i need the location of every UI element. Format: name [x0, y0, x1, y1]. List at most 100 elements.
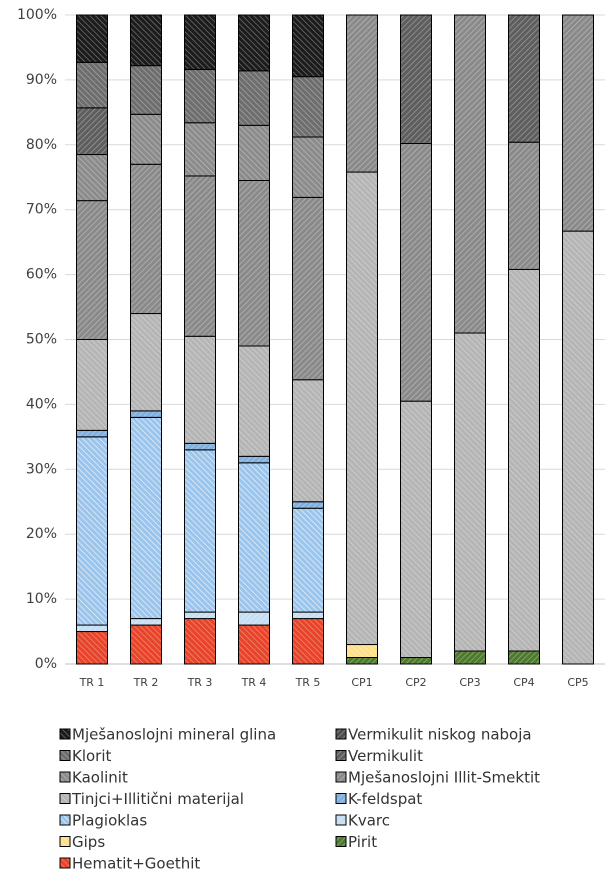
legend-swatch	[59, 814, 71, 826]
y-tick-label: 60%	[26, 267, 57, 283]
bar-segment	[508, 141, 540, 270]
legend-label: Mješanoslojni mineral glina	[72, 726, 276, 744]
y-tick-label: 70%	[26, 202, 57, 218]
legend-label: K-feldspat	[348, 790, 422, 808]
legend-swatch	[59, 836, 71, 847]
legend-swatch	[59, 728, 71, 740]
legend-swatch	[335, 728, 347, 740]
bar-segment	[292, 611, 324, 620]
y-tick-label: 40%	[26, 396, 57, 412]
bar-segment	[130, 65, 162, 115]
x-tick-label: TR 3	[187, 676, 213, 689]
legend-swatch	[335, 836, 347, 847]
bar-segment	[184, 618, 216, 665]
bar-segment	[184, 611, 216, 620]
legend-label: Vermikulit	[348, 747, 423, 765]
x-tick-label: CP5	[567, 676, 588, 689]
bar-segment	[184, 122, 216, 177]
legend-label: Kaolinit	[72, 769, 128, 787]
y-tick-label: 0%	[35, 656, 57, 672]
bar-segment	[76, 436, 108, 626]
bar-segment	[130, 14, 162, 67]
x-tick-label: CP2	[405, 676, 426, 689]
bar-segment	[292, 136, 324, 198]
bar-segment	[292, 618, 324, 665]
y-tick-label: 50%	[26, 332, 57, 348]
bar-segment	[76, 61, 108, 109]
bar-segment	[184, 69, 216, 124]
y-tick-label: 20%	[26, 526, 57, 542]
bar-segment	[400, 143, 432, 402]
bar-segment	[238, 124, 270, 181]
bar-segment	[130, 113, 162, 165]
bar-segment	[400, 657, 432, 665]
bar-segment	[76, 14, 108, 63]
x-tick-label: CP3	[459, 676, 480, 689]
bar-segment	[292, 507, 324, 613]
bar-segment	[508, 650, 540, 665]
bar-segment	[292, 501, 324, 509]
legend-label: Mješanoslojni Illit-Smektit	[348, 769, 540, 787]
bar-segment	[454, 332, 486, 652]
bar-segment	[400, 14, 432, 145]
legend-label: Tinjci+Illitični materijal	[71, 790, 244, 808]
y-tick-label: 10%	[26, 591, 57, 607]
bar-segment	[184, 449, 216, 613]
y-tick-label: 30%	[26, 461, 57, 477]
bar-segment	[454, 14, 486, 334]
bar-segment	[184, 175, 216, 337]
bar-segment	[292, 76, 324, 138]
bar-segment	[76, 339, 108, 431]
bar-segment	[508, 268, 540, 652]
bar-segment	[238, 14, 270, 72]
bar-segment	[346, 657, 378, 665]
legend-label: Pirit	[348, 833, 377, 851]
bar-segment	[130, 313, 162, 412]
bar-segment	[76, 200, 108, 340]
legend-swatch	[59, 750, 71, 761]
bar-segment	[76, 631, 108, 665]
legend-label: Plagioklas	[72, 812, 147, 830]
bar-segment	[76, 154, 108, 202]
bar-segment	[184, 335, 216, 444]
bar-segment	[508, 14, 540, 143]
bar-segment	[238, 345, 270, 457]
x-tick-label: TR 4	[241, 676, 267, 689]
legend-swatch	[335, 750, 347, 761]
bar-segment	[346, 14, 378, 173]
legend-label: Klorit	[72, 747, 112, 765]
bar-segment	[400, 400, 432, 659]
x-tick-label: TR 2	[133, 676, 159, 689]
legend-swatch	[335, 793, 347, 804]
bar-segment	[292, 379, 324, 503]
legend-label: Gips	[72, 833, 105, 851]
bar-segment	[76, 624, 108, 633]
y-tick-label: 90%	[26, 72, 57, 88]
bar-segment	[292, 196, 324, 381]
x-tick-label: TR 1	[79, 676, 105, 689]
bar-segment	[238, 611, 270, 626]
bar-segment	[562, 14, 594, 232]
bar-segment	[184, 442, 216, 451]
bar-segment	[130, 163, 162, 315]
bar-segment	[346, 644, 378, 659]
bar-segment	[292, 14, 324, 78]
legend-swatch	[335, 771, 347, 783]
bar-segment	[130, 410, 162, 418]
bar-segment	[238, 179, 270, 347]
bar-segment	[238, 624, 270, 665]
legend-swatch	[59, 793, 71, 804]
bar-segment	[562, 230, 594, 665]
bar-segment	[454, 650, 486, 665]
bar-segment	[346, 171, 378, 646]
legend-label: Kvarc	[348, 812, 390, 830]
bar-segment	[184, 14, 216, 71]
bar-segment	[130, 624, 162, 665]
bar-segment	[130, 416, 162, 620]
legend-label: Vermikulit niskog naboja	[348, 726, 532, 744]
bar-segment	[238, 462, 270, 613]
y-tick-label: 80%	[26, 137, 57, 153]
legend-swatch	[335, 814, 347, 826]
legend-label: Hematit+Goethit	[72, 855, 200, 873]
